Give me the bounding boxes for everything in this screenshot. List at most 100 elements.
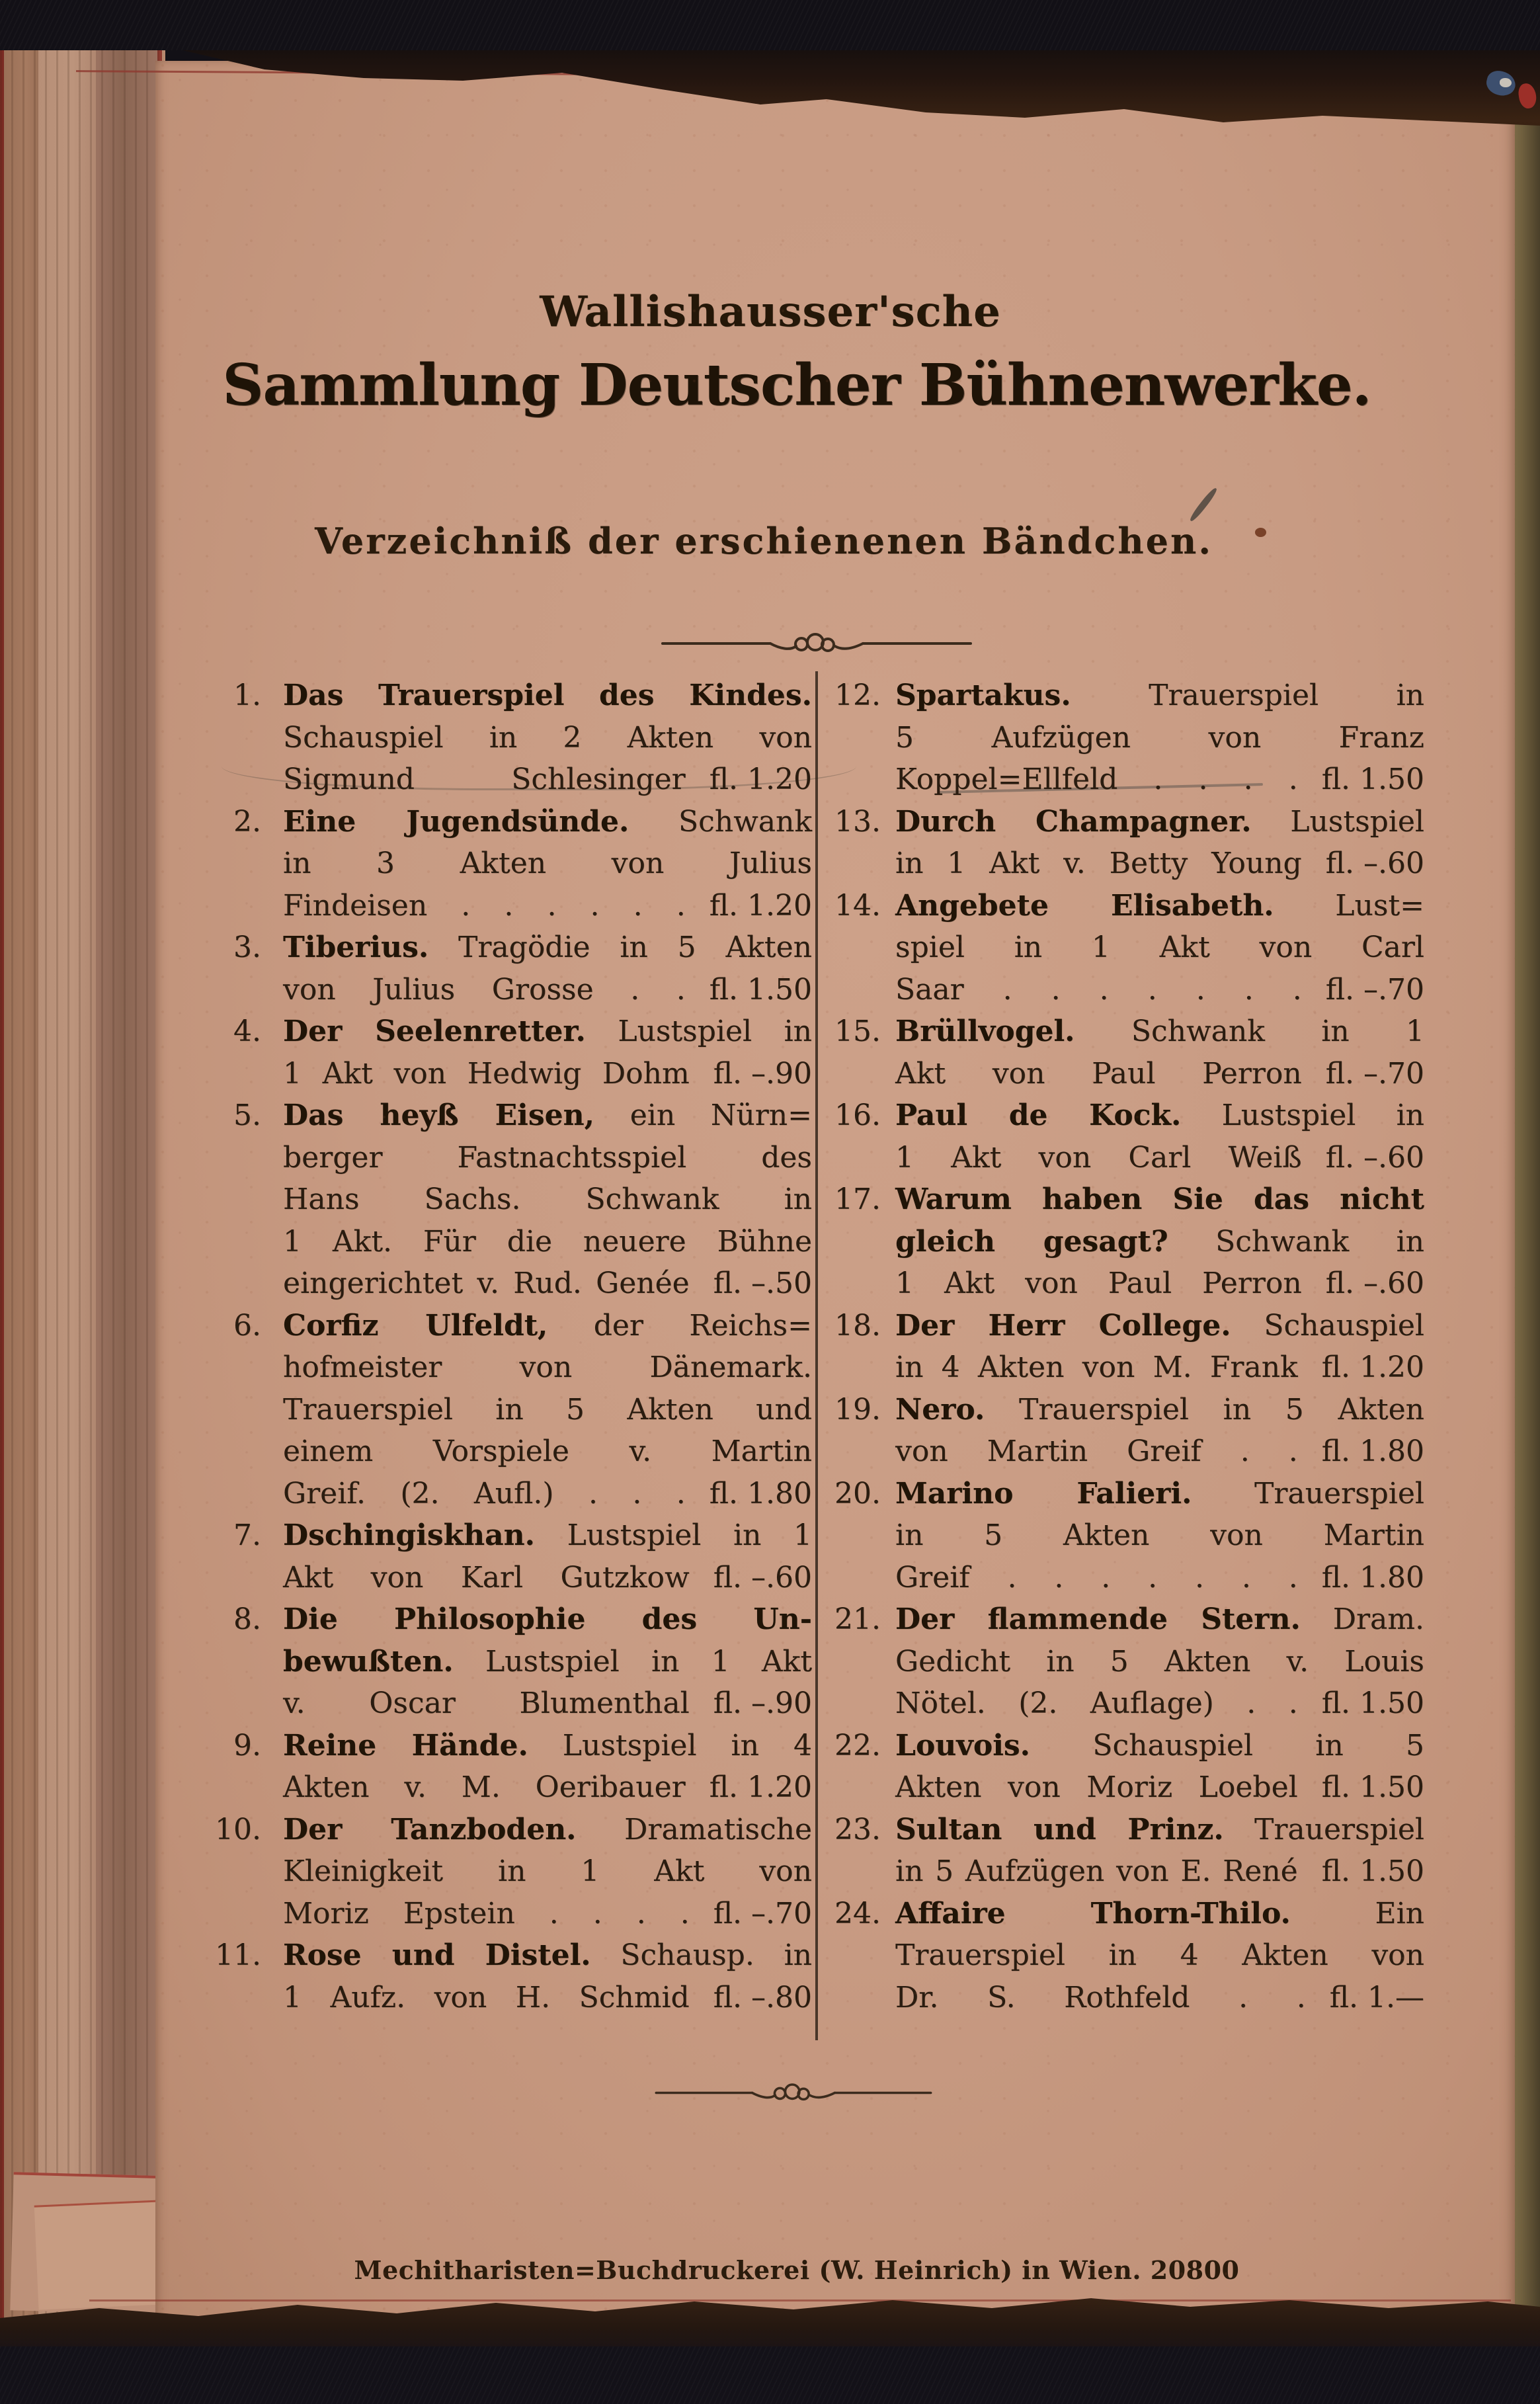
entry-number: 24. — [834, 1896, 881, 1930]
pencil-mark — [1188, 486, 1219, 523]
work-title: Angebete Elisabeth. — [895, 888, 1274, 923]
entry-line-text: Corfiz Ulfeldt, der Reichs= — [283, 1309, 812, 1343]
entry-line: Das Trauerspiel des Kindes. — [283, 675, 812, 717]
entry-text: in 5 Akten von Martin — [895, 1518, 1424, 1552]
entry-line-text: Spartakus. Trauerspiel in — [895, 679, 1424, 712]
catalog-page: Wallishausser'sche Sammlung Deutscher Bü… — [76, 61, 1515, 2329]
catalog-entry: 22. Louvois. Schauspiel in 5 Akten von Mor… — [834, 1725, 1424, 1809]
entry-line-text: Sultan und Prinz. Trauerspiel — [895, 1813, 1424, 1846]
entry-number: 22. — [834, 1728, 881, 1762]
price: fl. 1.50 — [1321, 1854, 1424, 1888]
price: fl. –.70 — [1325, 972, 1424, 1007]
entry-text: berger Fastnachtsspiel des — [283, 1140, 812, 1175]
entry-line: Die Philosophie des Un- — [283, 1598, 812, 1641]
entry-text: Schausp. in — [590, 1938, 812, 1972]
entry-text: in 3 Akten von Julius — [283, 847, 812, 880]
work-title: Rose und Distel. — [283, 1938, 591, 1972]
entry-line: Das heyß Eisen, ein Nürn= — [283, 1095, 812, 1137]
entry-line: 5 Aufzügen von Franz — [895, 717, 1424, 759]
entry-line-text: Affaire Thorn-Thilo. Ein — [895, 1897, 1424, 1930]
entry-line: Spartakus. Trauerspiel in — [895, 675, 1424, 717]
price: fl. –.70 — [1325, 1056, 1424, 1091]
entry-line: Durch Champagner. Lustspiel — [895, 801, 1424, 843]
entry-number: 3. — [233, 931, 261, 964]
catalog-entry: 2. Eine Jugendsünde. Schwank in 3 Akten vo… — [233, 801, 812, 927]
work-title: Nero. — [895, 1392, 985, 1427]
work-title: bewußten. — [283, 1644, 454, 1679]
entry-line: bewußten. Lustspiel in 1 Akt — [283, 1641, 812, 1683]
entry-line-text: Das Trauerspiel des Kindes. — [283, 679, 812, 712]
catalog-entry: 18. Der Herr College. Schauspiel in 4 Akte… — [834, 1305, 1424, 1389]
entry-line: Kleinigkeit in 1 Akt von — [283, 1850, 812, 1893]
entry-line: Rose und Distel. Schausp. in — [283, 1934, 812, 1977]
entry-line-text: Der Herr College. Schauspiel — [895, 1309, 1424, 1343]
entry-text: 1 Akt von Paul Perron — [895, 1266, 1302, 1300]
work-title: Corfiz Ulfeldt, — [283, 1308, 548, 1343]
entry-line-text: bewußten. Lustspiel in 1 Akt — [283, 1645, 812, 1679]
entry-line-text: Greif. (2. Aufl.) . . . — [283, 1473, 686, 1515]
entry-line-text: Sigmund Schlesinger — [283, 759, 686, 801]
entry-line-text: Akten v. M. Oeribauer — [283, 1766, 686, 1809]
catalog-entry: 21. Der flammende Stern. Dram. Gedicht in … — [834, 1598, 1424, 1725]
entry-line-text: Findeisen . . . . . . — [283, 885, 686, 927]
entry-text: Schauspiel — [1231, 1308, 1424, 1343]
entry-text: Schwank in 1 — [1074, 1015, 1424, 1048]
entry-line: Der Seelenretter. Lustspiel in — [283, 1011, 812, 1053]
entry-number: 4. — [233, 1015, 261, 1048]
entry-number: 17. — [834, 1182, 881, 1216]
imprint-line: Mechitharisten=Buchdruckerei (W. Heinric… — [354, 2255, 1240, 2285]
catalog-entry: 19. Nero. Trauerspiel in 5 Akten von Marti… — [834, 1389, 1424, 1473]
work-title: Tiberius. — [283, 931, 429, 964]
entry-line: Affaire Thorn-Thilo. Ein — [895, 1893, 1424, 1935]
entry-text: Akt von Paul Perron — [895, 1056, 1302, 1091]
entry-text: Lustspiel — [1251, 804, 1424, 839]
entry-number: 8. — [233, 1602, 261, 1636]
entry-line: Gedicht in 5 Akten v. Louis — [895, 1641, 1424, 1683]
entry-line: berger Fastnachtsspiel des — [283, 1137, 812, 1179]
catalog-entry: 7. Dschingiskhan. Lustspiel in 1 Akt von K… — [233, 1514, 812, 1598]
pencil-mark — [222, 742, 856, 790]
entry-line: Der Tanzboden. Dramatische — [283, 1809, 812, 1851]
entry-line-text: Tiberius. Tragödie in 5 Akten — [283, 931, 812, 964]
entry-text: Akten von Moriz Loebel — [895, 1770, 1298, 1804]
entry-line-text: Eine Jugendsünde. Schwank — [283, 805, 812, 839]
entry-line-text: Das heyß Eisen, ein Nürn= — [283, 1098, 812, 1132]
price: fl. 1.20 — [709, 1770, 812, 1804]
entry-line: Warum haben Sie das nicht — [895, 1179, 1424, 1221]
work-title: gleich gesagt? — [895, 1224, 1168, 1259]
entry-text: Trauerspiel — [1192, 1476, 1424, 1511]
catalog-entry: 24. Affaire Thorn-Thilo. Ein Trauerspiel i… — [834, 1893, 1424, 2019]
catalog-entry: 3. Tiberius. Tragödie in 5 Akten von Juliu… — [233, 927, 812, 1011]
entry-text: 1 Aufz. von H. Schmid — [283, 1980, 690, 2014]
entry-text: Trauerspiel in 5 Akten und — [283, 1392, 812, 1427]
entry-line-text: Die Philosophie des Un- — [283, 1602, 812, 1636]
work-title: Der flammende Stern. — [895, 1602, 1301, 1636]
entry-line: Der flammende Stern. Dram. — [895, 1598, 1424, 1641]
entry-number: 15. — [834, 1015, 881, 1048]
catalog-entry: 15. Brüllvogel. Schwank in 1 Akt von Paul … — [834, 1011, 1424, 1095]
entry-line: Nero. Trauerspiel in 5 Akten — [895, 1389, 1424, 1431]
entry-line: Sigmund Schlesinger fl. 1.20 — [283, 759, 812, 801]
entry-line-text: Warum haben Sie das nicht — [895, 1182, 1424, 1216]
price: fl. –.70 — [713, 1896, 812, 1930]
work-title: Sultan und Prinz. — [895, 1812, 1224, 1846]
price: fl. 1.50 — [1321, 1686, 1424, 1720]
work-title: Marino Falieri. — [895, 1476, 1192, 1511]
entry-text: v. Oscar Blumenthal — [283, 1686, 690, 1720]
entry-text: Ein — [1290, 1896, 1424, 1930]
entry-number: 9. — [233, 1728, 261, 1762]
entry-line-text: spiel in 1 Akt von Carl — [895, 931, 1424, 964]
entry-line: Sultan und Prinz. Trauerspiel — [895, 1809, 1424, 1851]
entry-line: Angebete Elisabeth. Lust= — [895, 885, 1424, 927]
entry-line-text: Brüllvogel. Schwank in 1 — [895, 1015, 1424, 1048]
work-title: Durch Champagner. — [895, 804, 1252, 839]
entry-line-text: in 4 Akten von M. Frank — [895, 1347, 1298, 1389]
catalog-entry: 12. Spartakus. Trauerspiel in 5 Aufzügen v… — [834, 675, 1424, 801]
entry-line-text: Nero. Trauerspiel in 5 Akten — [895, 1393, 1424, 1427]
entry-number: 18. — [834, 1308, 881, 1343]
catalog-entry: 17. Warum haben Sie das nicht gleich gesag… — [834, 1179, 1424, 1305]
entry-line: gleich gesagt? Schwank in — [895, 1221, 1424, 1263]
work-title: Der Tanzboden. — [283, 1812, 577, 1846]
entry-line-text: Akten von Moriz Loebel — [895, 1766, 1298, 1809]
